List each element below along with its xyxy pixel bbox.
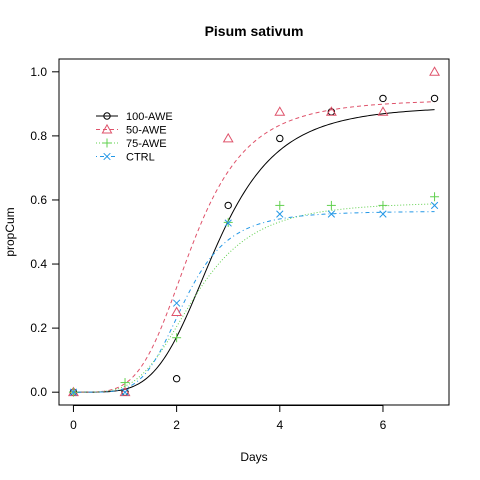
data-point-2-7	[430, 192, 440, 202]
data-point-2-1	[120, 378, 130, 388]
data-point-0-7	[430, 94, 439, 103]
y-tick-label: 0.4	[30, 257, 47, 271]
series-line-3	[73, 211, 435, 393]
curves	[73, 101, 435, 393]
data-point-1-5	[325, 106, 337, 116]
legend-marker-1	[101, 123, 113, 134]
x-tick-label: 0	[70, 418, 77, 432]
legend-label-3: CTRL	[126, 152, 155, 164]
data-points	[67, 66, 441, 397]
y-tick-label: 0.6	[30, 193, 47, 207]
y-axis: 0.0 0.2 0.4 0.6 0.8 1.0	[30, 65, 59, 399]
data-point-3-2	[172, 299, 181, 307]
x-tick-label: 4	[276, 418, 283, 432]
data-point-1-6	[377, 106, 389, 116]
x-tick-label: 6	[380, 418, 387, 432]
y-tick-label: 0.2	[30, 321, 47, 335]
legend-marker-3	[103, 152, 111, 161]
legend-label-0: 100-AWE	[126, 111, 173, 123]
y-tick-label: 0.0	[30, 385, 47, 399]
data-point-2-6	[378, 200, 388, 210]
y-axis-label: propCum	[3, 207, 17, 256]
data-point-1-7	[429, 66, 441, 76]
data-point-1-2	[171, 306, 183, 317]
data-point-2-4	[275, 200, 285, 210]
series-line-0	[73, 109, 435, 393]
data-point-3-5	[327, 210, 336, 218]
series-line-2	[73, 203, 435, 393]
legend-marker-0	[103, 112, 111, 120]
data-point-2-5	[326, 200, 336, 210]
data-point-1-3	[222, 132, 234, 143]
y-tick-label: 0.8	[30, 129, 47, 143]
data-point-3-0	[69, 388, 78, 396]
data-point-3-4	[276, 210, 284, 218]
data-point-3-1	[121, 388, 129, 396]
data-point-1-4	[274, 106, 286, 116]
data-point-2-2	[172, 333, 182, 343]
data-point-3-3	[224, 219, 232, 227]
x-tick-label: 2	[173, 418, 180, 432]
legend-label-1: 50-AWE	[126, 125, 167, 137]
y-tick-label: 1.0	[30, 65, 47, 79]
legend-label-2: 75-AWE	[126, 138, 167, 150]
plot-area	[58, 58, 450, 406]
data-point-0-4	[276, 134, 284, 143]
x-axis: 0 2 4 6	[70, 405, 387, 432]
x-axis-label: Days	[240, 450, 267, 464]
data-point-3-6	[379, 210, 387, 218]
data-point-0-3	[224, 201, 232, 210]
data-point-3-7	[430, 201, 439, 210]
chart-title: Pisum sativum	[205, 23, 304, 39]
legend-marker-2	[102, 138, 112, 148]
data-point-1-1	[119, 386, 131, 397]
data-point-0-2	[172, 375, 181, 383]
data-point-0-6	[379, 94, 387, 103]
series-line-1	[73, 101, 435, 393]
